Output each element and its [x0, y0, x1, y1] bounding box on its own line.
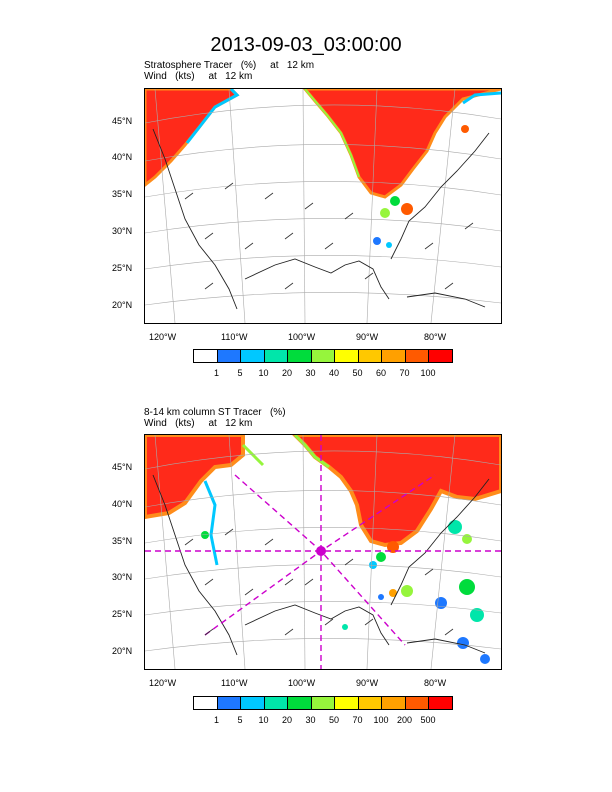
- panel1-lat-label: 25°N: [112, 263, 133, 273]
- colorbar-label: 70: [399, 368, 410, 378]
- colorbar-label: 5: [237, 715, 243, 725]
- panel2-lon-label: 120°W: [149, 678, 177, 688]
- panel1-lon-label: 110°W: [221, 332, 248, 342]
- panel2-colorbar: [193, 696, 453, 710]
- colorbar-label: 1: [213, 368, 219, 378]
- colorbar-swatch: [335, 350, 359, 362]
- colorbar-label: 30: [305, 715, 316, 725]
- panel1-lon-label: 120°W: [149, 332, 177, 342]
- panel1-map: [144, 88, 502, 324]
- colorbar-label: 10: [258, 715, 269, 725]
- panel1-lat-label: 20°N: [112, 300, 133, 310]
- colorbar-swatch: [241, 350, 265, 362]
- colorbar-swatch: [264, 697, 289, 709]
- colorbar-swatch: [288, 697, 312, 709]
- colorbar-swatch: [311, 697, 336, 709]
- panel2-lat-label: 25°N: [112, 609, 133, 619]
- colorbar-label: 20: [281, 368, 292, 378]
- colorbar-swatch: [311, 350, 336, 362]
- colorbar-swatch: [358, 350, 383, 362]
- colorbar-swatch: [194, 697, 218, 709]
- panel2-subtitle-1: 8-14 km column ST Tracer (%): [144, 407, 286, 418]
- colorbar-swatch: [288, 350, 312, 362]
- colorbar-swatch: [382, 697, 406, 709]
- colorbar-label: 100: [373, 715, 389, 725]
- colorbar-label: 5: [237, 368, 243, 378]
- colorbar-label: 60: [375, 368, 386, 378]
- colorbar-label: 100: [420, 368, 436, 378]
- colorbar-swatch: [382, 350, 406, 362]
- colorbar-swatch: [429, 697, 453, 709]
- panel1-colorbar: [193, 349, 453, 363]
- panel2-tracer-ne: [292, 435, 501, 548]
- panel2-lon-label: 90°W: [356, 678, 379, 688]
- colorbar-label: 40: [328, 368, 339, 378]
- colorbar-swatch: [217, 697, 242, 709]
- panel2-lat-label: 35°N: [112, 536, 133, 546]
- colorbar-swatch: [194, 350, 218, 362]
- panel2-center-marker: [316, 546, 326, 556]
- colorbar-label: 500: [420, 715, 436, 725]
- panel1-lon-label: 100°W: [288, 332, 316, 342]
- colorbar-swatch: [264, 350, 289, 362]
- panel1-subtitle-2: Wind (kts) at 12 km: [144, 71, 253, 82]
- colorbar-swatch: [405, 350, 430, 362]
- panel1-lat-label: 30°N: [112, 226, 133, 236]
- panel1-lat-label: 35°N: [112, 189, 133, 199]
- colorbar-swatch: [429, 350, 453, 362]
- panel1-colorbar-labels: 1 5 10 20 30 40 50 60 70 100: [193, 368, 451, 380]
- colorbar-label: 200: [396, 715, 413, 725]
- colorbar-label: 30: [305, 368, 316, 378]
- panel1-lat-label: 45°N: [112, 116, 133, 126]
- colorbar-label: 20: [281, 715, 292, 725]
- panel1-lat-label: 40°N: [112, 152, 133, 162]
- panel1-lon-label: 90°W: [356, 332, 379, 342]
- page-title: 2013-09-03_03:00:00: [210, 34, 402, 56]
- colorbar-label: 70: [352, 715, 363, 725]
- colorbar-swatch: [217, 350, 242, 362]
- panel2-lat-label: 20°N: [112, 646, 133, 656]
- colorbar-swatch: [405, 697, 430, 709]
- panel2-subtitle-2: Wind (kts) at 12 km: [144, 418, 253, 429]
- panel2-lat-label: 30°N: [112, 572, 133, 582]
- colorbar-label: 50: [352, 368, 363, 378]
- panel1-subtitle-1: Stratosphere Tracer (%) at 12 km: [144, 60, 315, 71]
- panel2-lat-label: 40°N: [112, 499, 133, 509]
- colorbar-label: 10: [258, 368, 269, 378]
- panel2-lon-label: 110°W: [221, 678, 248, 688]
- panel1-lon-label: 80°W: [424, 332, 447, 342]
- colorbar-label: 1: [213, 715, 219, 725]
- panel2-lon-label: 80°W: [424, 678, 447, 688]
- panel2-lat-label: 45°N: [112, 462, 133, 472]
- colorbar-label: 50: [328, 715, 339, 725]
- panel1-map-canvas: [145, 89, 501, 323]
- panel2-map: [144, 434, 502, 670]
- panel2-lon-label: 100°W: [288, 678, 316, 688]
- colorbar-swatch: [241, 697, 265, 709]
- colorbar-swatch: [358, 697, 383, 709]
- panel2-colorbar-labels: 1 5 10 20 30 50 70 100 200 500: [193, 715, 451, 727]
- colorbar-swatch: [335, 697, 359, 709]
- panel2-map-canvas: [145, 435, 501, 669]
